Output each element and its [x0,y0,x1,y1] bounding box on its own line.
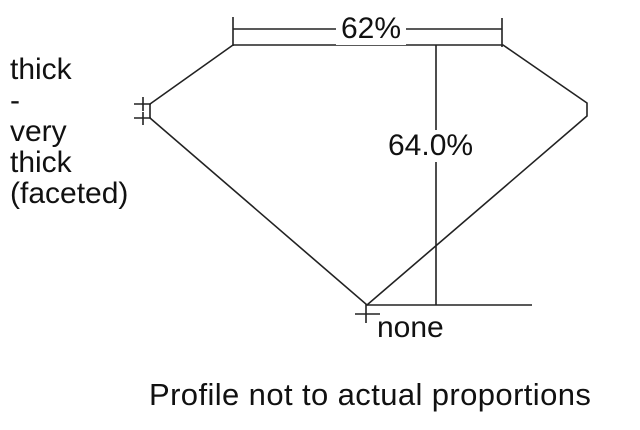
table-width-percentage-label: 62% [336,13,407,45]
girdle-thickness-line-2: - [10,84,20,117]
culet-size-label: none [377,311,444,344]
girdle-tick-bottom [134,112,151,125]
girdle-thickness-line-5: (faceted) [10,177,129,210]
caption: Profile not to actual proportions [149,377,592,412]
girdle-thickness-label: thick - very thick (faceted) [10,54,128,209]
diamond-outline [149,44,588,307]
girdle-tick-top [134,97,151,111]
depth-percentage-label: 64.0% [384,130,478,162]
girdle-thickness-line-3: very [10,115,67,148]
culet-cross-mark [355,304,380,323]
girdle-thickness-line-4: thick [10,146,72,179]
girdle-thickness-line-1: thick [10,53,72,86]
